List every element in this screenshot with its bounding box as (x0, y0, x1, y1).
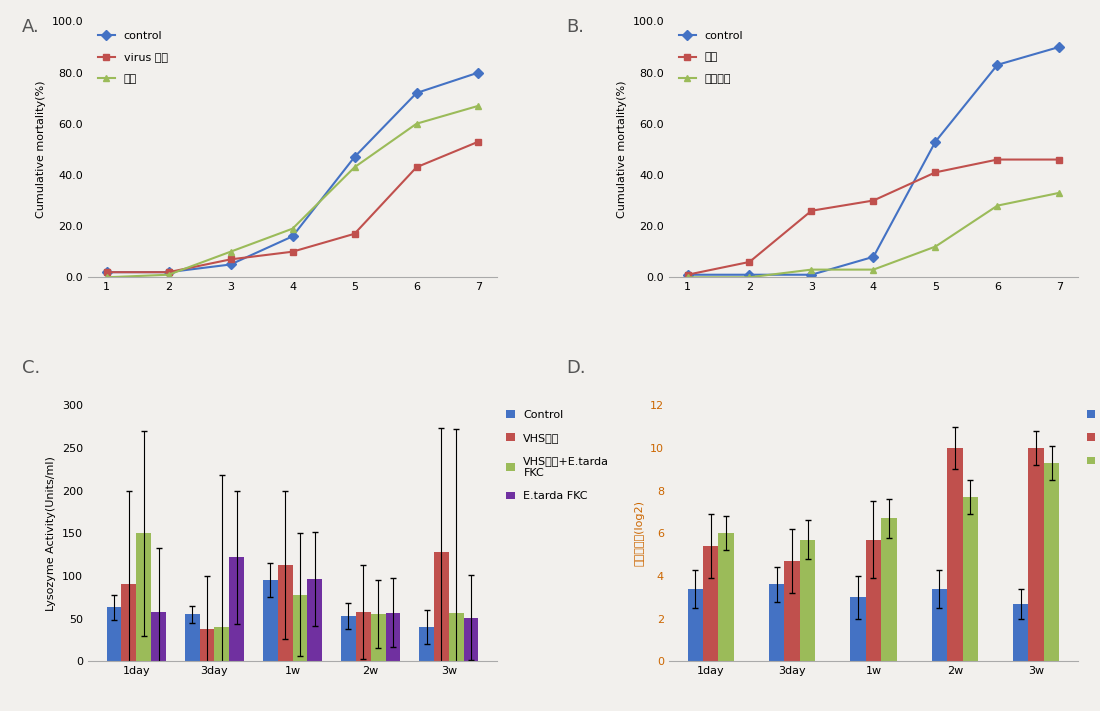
Line: virus 단독: virus 단독 (103, 138, 482, 276)
혼합 (991, 155, 1004, 164)
Y-axis label: Cumulative mortality(%): Cumulative mortality(%) (36, 80, 46, 218)
virus 단독 (348, 230, 361, 238)
Bar (263, 580, 277, 661)
virus 단독 (224, 255, 238, 264)
Bar (784, 561, 800, 661)
Text: A.: A. (22, 18, 40, 36)
control (472, 68, 485, 77)
Text: D.: D. (566, 359, 586, 377)
혼합 (224, 247, 238, 256)
Bar (449, 613, 464, 661)
Bar (850, 597, 866, 661)
virus 단독 (472, 137, 485, 146)
Bar (962, 497, 978, 661)
Bar (151, 611, 166, 661)
control (1053, 43, 1066, 51)
세균단독 (867, 265, 880, 274)
Bar (307, 579, 322, 661)
Bar (293, 594, 307, 661)
Bar (703, 546, 718, 661)
Bar (185, 614, 199, 661)
혼합 (286, 225, 299, 233)
혼합 (1053, 155, 1066, 164)
Y-axis label: Cumulative mortality(%): Cumulative mortality(%) (617, 80, 627, 218)
control (162, 268, 175, 277)
virus 단독 (286, 247, 299, 256)
Bar (718, 533, 734, 661)
Bar (434, 552, 449, 661)
Bar (341, 616, 355, 661)
control (928, 137, 942, 146)
virus 단독 (162, 268, 175, 277)
세균단독 (742, 273, 756, 282)
control (410, 89, 424, 97)
Bar (419, 627, 435, 661)
control (681, 270, 694, 279)
Text: B.: B. (566, 18, 584, 36)
Legend: control, virus 단독, 혼합: control, virus 단독, 혼합 (94, 27, 172, 88)
Line: 혼합: 혼합 (103, 102, 482, 281)
Bar (136, 533, 151, 661)
Bar (932, 589, 947, 661)
virus 단독 (410, 163, 424, 171)
Text: C.: C. (22, 359, 41, 377)
control (348, 153, 361, 161)
Bar (229, 557, 244, 661)
혼합 (742, 257, 756, 266)
control (286, 232, 299, 240)
Bar (866, 540, 881, 661)
Y-axis label: 응집항체가(log2): 응집항체가(log2) (635, 501, 645, 566)
혼합 (805, 206, 818, 215)
control (991, 60, 1004, 69)
Legend: control, 혼합, 세균단독: control, 혼합, 세균단독 (674, 27, 748, 88)
혼합 (928, 168, 942, 176)
세균단독 (991, 201, 1004, 210)
Bar (107, 607, 121, 661)
control (100, 268, 113, 277)
세균단독 (805, 265, 818, 274)
Bar (1044, 463, 1059, 661)
혼합 (100, 273, 113, 282)
Bar (881, 518, 896, 661)
control (805, 270, 818, 279)
Bar (800, 540, 815, 661)
혼합 (162, 270, 175, 279)
Bar (464, 618, 478, 661)
혼합 (472, 102, 485, 110)
control (867, 252, 880, 261)
혼합 (410, 119, 424, 128)
Bar (1013, 604, 1028, 661)
Bar (277, 565, 293, 661)
Line: 세균단독: 세균단독 (684, 189, 1063, 281)
Bar (1028, 448, 1044, 661)
세균단독 (928, 242, 942, 251)
Bar (199, 629, 214, 661)
Bar (121, 584, 136, 661)
Bar (355, 611, 371, 661)
세균단독 (681, 273, 694, 282)
Legend: Control, VHS백신, VHS백신+E.tarda
FKC, E.tarda FKC: Control, VHS백신, VHS백신+E.tarda FKC, E.tar… (502, 405, 614, 506)
혼합 (681, 270, 694, 279)
Y-axis label: Lysozyme Activity(Units/ml): Lysozyme Activity(Units/ml) (46, 456, 56, 611)
Bar (688, 589, 703, 661)
control (742, 270, 756, 279)
혼합 (867, 196, 880, 205)
control (224, 260, 238, 269)
Bar (214, 627, 229, 661)
Bar (371, 614, 385, 661)
Line: control: control (684, 43, 1063, 278)
Line: 혼합: 혼합 (684, 156, 1063, 278)
Bar (947, 448, 962, 661)
혼합 (348, 163, 361, 171)
virus 단독 (100, 268, 113, 277)
Bar (385, 613, 400, 661)
Line: control: control (103, 69, 482, 276)
Bar (769, 584, 784, 661)
세균단독 (1053, 188, 1066, 197)
Legend: Control, VHS+E.tarda FKC, E.tarda FKC: Control, VHS+E.tarda FKC, E.tarda FKC (1082, 405, 1100, 471)
